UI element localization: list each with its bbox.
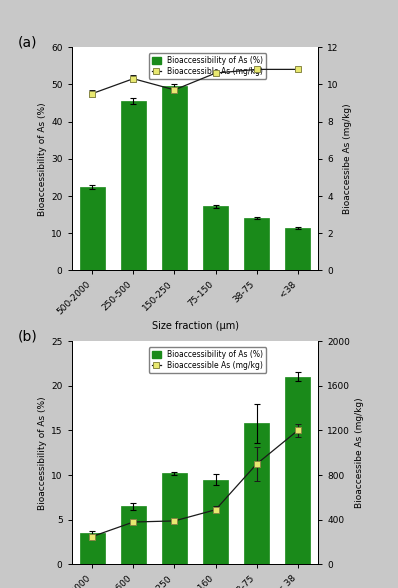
Bar bbox=[80, 533, 105, 564]
Y-axis label: Bioaccessibe As (mg/kg): Bioaccessibe As (mg/kg) bbox=[343, 103, 352, 214]
Bar bbox=[244, 218, 269, 270]
Bar bbox=[121, 101, 146, 270]
Text: (a): (a) bbox=[18, 36, 37, 50]
Bar bbox=[162, 473, 187, 564]
Bar bbox=[80, 186, 105, 270]
Bar bbox=[203, 206, 228, 270]
Bar bbox=[285, 228, 310, 270]
Y-axis label: Bioaccessibe As (mg/kg): Bioaccessibe As (mg/kg) bbox=[355, 397, 364, 508]
Bar bbox=[244, 423, 269, 564]
Y-axis label: Bioaccessibility of As (%): Bioaccessibility of As (%) bbox=[38, 396, 47, 510]
Bar bbox=[285, 377, 310, 564]
Bar bbox=[121, 506, 146, 564]
Bar bbox=[162, 86, 187, 270]
Legend: Bioaccessibility of As (%), Bioaccessible As (mg/kg): Bioaccessibility of As (%), Bioaccessibl… bbox=[149, 53, 266, 79]
Text: (b): (b) bbox=[18, 330, 37, 344]
Bar bbox=[203, 480, 228, 564]
X-axis label: Size fraction (μm): Size fraction (μm) bbox=[152, 320, 238, 330]
Legend: Bioaccessibility of As (%), Bioaccessible As (mg/kg): Bioaccessibility of As (%), Bioaccessibl… bbox=[149, 347, 266, 373]
Y-axis label: Bioaccessibility of As (%): Bioaccessibility of As (%) bbox=[38, 102, 47, 216]
